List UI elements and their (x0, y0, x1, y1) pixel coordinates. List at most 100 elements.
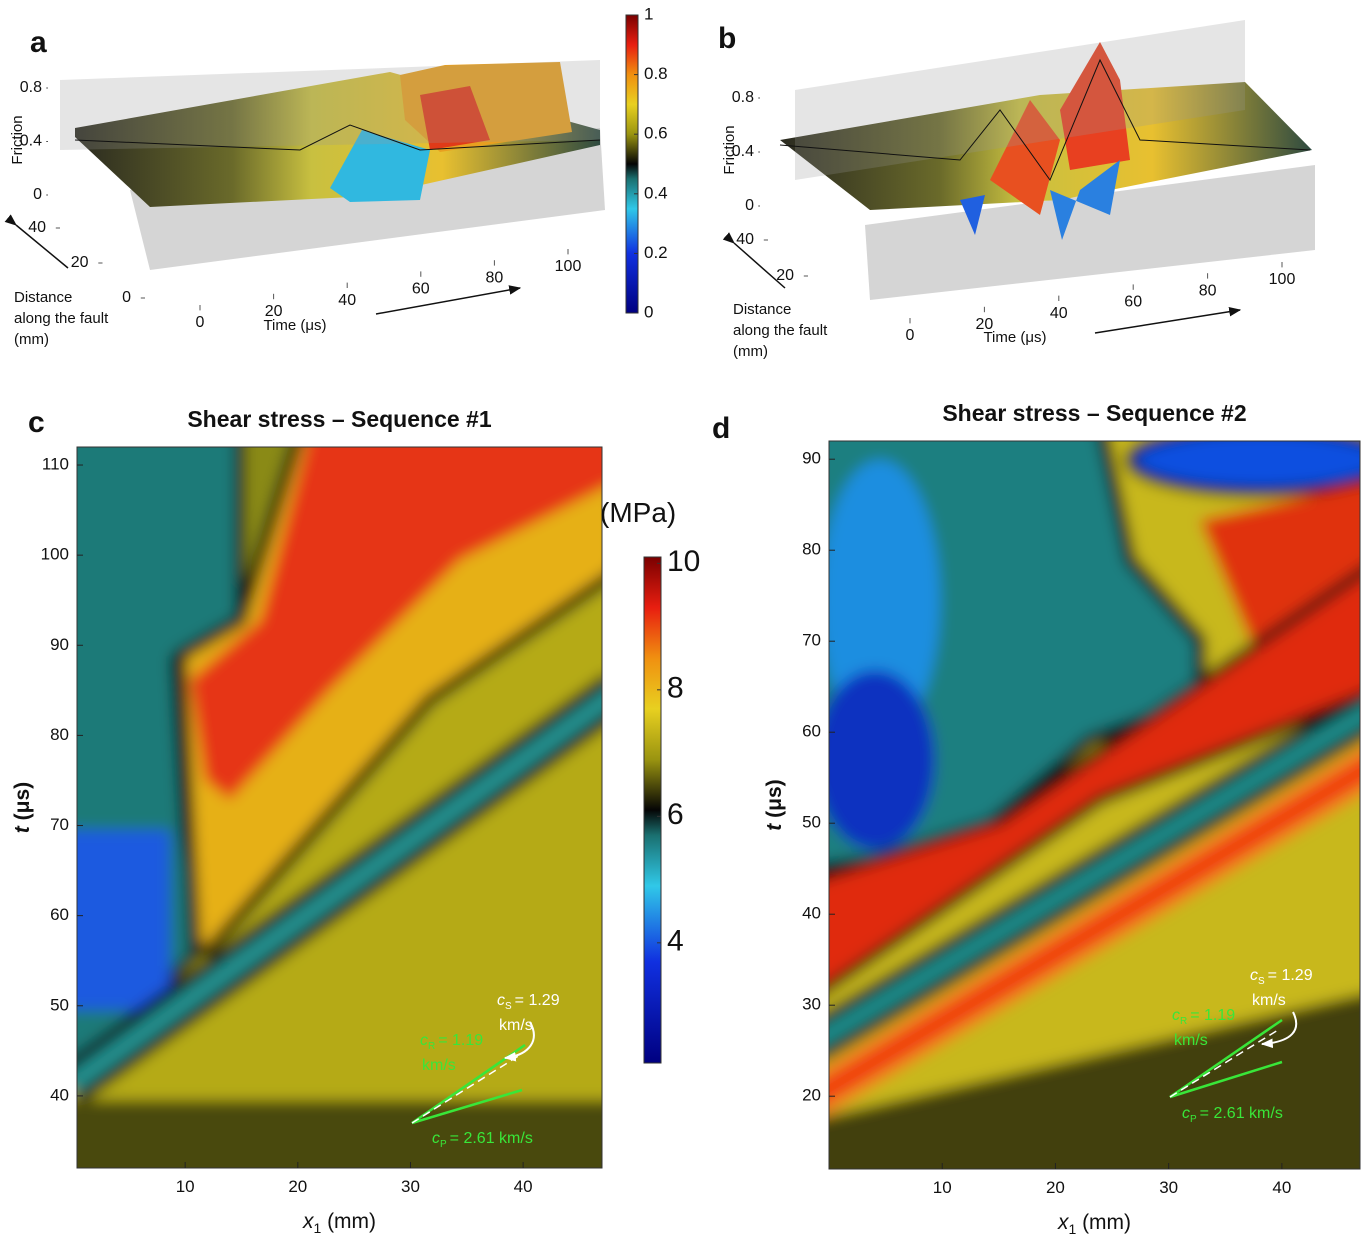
annotation-value: = 2.61 km/s (450, 1130, 533, 1147)
x-tick-label: 40 (514, 1177, 533, 1196)
y-tick-label: 40 (50, 1085, 69, 1104)
tick-label: 40 (736, 231, 754, 248)
annotation-value: = 1.29 (515, 992, 560, 1009)
y-tick-label: 90 (802, 449, 821, 468)
colorbar-tick-label: 1 (644, 4, 653, 23)
y-tick-label: 40 (802, 904, 821, 923)
y-tick-label: 50 (50, 995, 69, 1014)
frame-c (76, 446, 603, 1169)
colorbar-tick-label: 10 (667, 545, 700, 578)
colorbar-tick-label: 0 (644, 302, 653, 321)
tick-label: 20 (265, 303, 283, 320)
surface-a (4, 60, 605, 315)
panel-label: b (718, 22, 736, 55)
x-axis-label: x1 (mm) (302, 1210, 376, 1236)
z-axis-label: Friction (721, 125, 738, 174)
x-tick-label: 20 (1046, 1178, 1065, 1197)
y-tick-label: 60 (802, 722, 821, 741)
annotation-subscript: S (505, 1001, 512, 1012)
axis-symbol: t (11, 825, 34, 833)
frame-d (828, 440, 1361, 1170)
axis-unit: (μs) (11, 782, 34, 826)
y-axis-label: along the fault (733, 322, 828, 339)
annotation-symbol: c (1182, 1105, 1190, 1122)
velocity-lines (411, 1011, 1298, 1125)
axis-symbol: x (1057, 1211, 1070, 1234)
tick-label: 0 (196, 314, 205, 331)
tick-label: 0.8 (20, 79, 42, 96)
y-axis-label: t (μs) (11, 782, 34, 833)
velocity-annotation: cS = 1.29 (497, 992, 560, 1012)
annotation-subscript: P (440, 1139, 447, 1150)
colorbar-tick-label: 0.8 (644, 64, 668, 83)
chart-title: Shear stress – Sequence #2 (942, 400, 1246, 426)
y-tick-label: 110 (42, 455, 69, 474)
tick-label: 20 (776, 267, 794, 284)
y-tick-label: 80 (50, 725, 69, 744)
axis-symbol: t (763, 823, 786, 831)
y-axis-label: along the fault (14, 310, 109, 327)
y-tick-label: 100 (41, 545, 69, 564)
tick-label: 40 (1050, 305, 1068, 322)
tick-label: 0.8 (732, 89, 754, 106)
panel-label: a (30, 26, 47, 59)
annotation-subscript: R (428, 1041, 435, 1052)
tick-label: 40 (338, 292, 356, 309)
colorbar-tick-label: 0.2 (644, 243, 668, 262)
x-tick-label: 40 (1272, 1178, 1291, 1197)
tick-label: 0.4 (20, 133, 42, 150)
annotation-unit: km/s (1252, 992, 1286, 1009)
annotation-unit: km/s (499, 1017, 533, 1034)
y-axis-label: t (μs) (763, 779, 786, 830)
x-axis-label: x1 (mm) (1057, 1211, 1131, 1237)
surface-b (722, 20, 1315, 334)
velocity-annotation: cS = 1.29 (1250, 967, 1313, 987)
annotation-value: = 1.19 (438, 1032, 483, 1049)
x-tick-label: 10 (933, 1178, 952, 1197)
x-tick-label: 30 (401, 1177, 420, 1196)
x-axis-label: Time (μs) (983, 329, 1046, 346)
axis-subscript: 1 (1068, 1221, 1076, 1237)
y-tick-label: 60 (50, 905, 69, 924)
y-tick-label: 30 (802, 995, 821, 1014)
annotation-value: = 1.29 (1268, 967, 1313, 984)
z-axis-label: Friction (9, 115, 26, 164)
panel-label: d (712, 412, 730, 445)
y-tick-label: 80 (802, 540, 821, 559)
velocity-annotation: cR = 1.19 (1172, 1007, 1235, 1027)
annotation-symbol: c (432, 1130, 440, 1147)
x-tick-label: 20 (288, 1177, 307, 1196)
annotation-subscript: P (1190, 1114, 1197, 1125)
tick-label: 0 (906, 327, 915, 344)
tick-label: 20 (71, 254, 89, 271)
tick-label: 0.4 (732, 143, 754, 160)
axis-unit: (mm) (1076, 1211, 1131, 1234)
axis-symbol: x (302, 1210, 315, 1233)
chart-title: Shear stress – Sequence #1 (187, 406, 491, 432)
annotation-symbol: c (1250, 967, 1258, 984)
axis-subscript: 1 (313, 1220, 321, 1236)
tick-label: 0 (122, 289, 131, 306)
tick-label: 0 (33, 186, 42, 203)
colorbar-tick-label: 6 (667, 798, 684, 831)
panel-label: c (28, 406, 45, 439)
tick-label: 80 (486, 269, 504, 286)
axis-unit: (μs) (763, 779, 786, 823)
tick-label: 60 (412, 281, 430, 298)
colorbar-tick-label: 0.6 (644, 124, 668, 143)
tick-label: 0 (745, 197, 754, 214)
tick-label: 80 (1199, 282, 1217, 299)
colorbar-unit: (MPa) (600, 497, 676, 528)
annotation-symbol: c (497, 992, 505, 1009)
annotation-value: = 2.61 km/s (1200, 1105, 1283, 1122)
y-axis-label: (mm) (14, 331, 49, 348)
tick-label: 40 (28, 219, 46, 236)
velocity-annotation: cP = 2.61 km/s (432, 1130, 533, 1150)
y-axis-label: Distance (733, 301, 791, 318)
y-tick-label: 50 (802, 813, 821, 832)
x-tick-label: 30 (1159, 1178, 1178, 1197)
tick-label: 20 (976, 316, 994, 333)
annotation-value: = 1.19 (1190, 1007, 1235, 1024)
annotation-symbol: c (1172, 1007, 1180, 1024)
